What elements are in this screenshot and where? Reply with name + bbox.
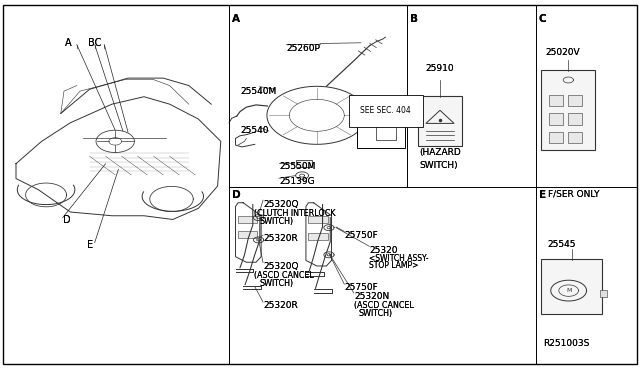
Text: 25545: 25545 [547,240,576,249]
Text: STOP LAMP>: STOP LAMP> [369,261,419,270]
FancyBboxPatch shape [541,259,602,314]
Bar [296,160,312,167]
Text: 25320: 25320 [369,246,398,254]
Text: 25260P: 25260P [286,44,320,52]
Text: SEE SEC. 404: SEE SEC. 404 [360,106,411,115]
Text: 25020V: 25020V [545,48,580,57]
Bar [549,95,563,106]
Text: 25550M: 25550M [279,162,316,171]
Bar [549,113,563,125]
Bar [568,132,582,143]
Text: 25320N: 25320N [354,292,389,301]
Text: SWITCH): SWITCH) [419,161,458,170]
Text: A: A [232,14,241,24]
Text: A: A [65,38,72,48]
Text: SWITCH): SWITCH) [419,161,458,170]
Text: C: C [539,14,547,24]
Text: 25020V: 25020V [545,48,580,57]
Text: 25320R: 25320R [263,234,298,243]
Bar [238,231,257,238]
Text: 25910: 25910 [425,64,454,73]
Text: E: E [87,240,93,250]
Bar [600,290,607,297]
Text: (CLUTCH INTERLOCK: (CLUTCH INTERLOCK [254,209,335,218]
Bar [568,95,582,106]
Text: A: A [65,38,72,48]
Text: 25320Q: 25320Q [263,262,298,271]
Text: 25750F: 25750F [344,283,378,292]
Text: (ASCD CANCEL: (ASCD CANCEL [354,301,414,310]
Text: BC: BC [88,38,102,48]
Text: D: D [63,215,70,225]
Text: 25139G: 25139G [279,177,315,186]
Text: E: E [539,190,546,200]
Text: (ASCD CANCEL: (ASCD CANCEL [354,301,414,310]
Text: D: D [63,215,70,225]
Text: 25540M: 25540M [241,87,277,96]
Text: 25139G: 25139G [279,177,315,186]
Text: (ASCD CANCEL: (ASCD CANCEL [254,271,314,280]
Bar [568,113,582,125]
Text: D: D [232,190,241,200]
Text: <SWITCH ASSY-: <SWITCH ASSY- [369,254,429,263]
Text: R251003S: R251003S [543,339,589,348]
Text: 25260P: 25260P [286,44,320,52]
Bar [549,132,563,143]
Text: (CLUTCH INTERLOCK: (CLUTCH INTERLOCK [254,209,335,218]
Text: 25320N: 25320N [354,292,389,301]
Text: 25910: 25910 [425,64,454,73]
Text: SWITCH): SWITCH) [358,309,392,318]
Text: 25320Q: 25320Q [263,262,298,271]
Text: 25540: 25540 [241,126,269,135]
Text: (HAZARD: (HAZARD [419,148,461,157]
Text: F/SER ONLY: F/SER ONLY [548,190,600,199]
Text: F/SER ONLY: F/SER ONLY [548,190,600,199]
Text: 25545: 25545 [547,240,576,249]
Text: STOP LAMP>: STOP LAMP> [369,261,419,270]
Text: 25550M: 25550M [279,162,316,171]
Text: B: B [410,14,419,24]
Bar [357,115,405,148]
Text: SWITCH): SWITCH) [260,217,294,226]
FancyBboxPatch shape [418,96,462,146]
Text: (HAZARD: (HAZARD [419,148,461,157]
Text: 25320Q: 25320Q [263,200,298,209]
Text: <SWITCH ASSY-: <SWITCH ASSY- [369,254,429,263]
Text: E: E [539,190,546,200]
Text: M: M [566,288,572,293]
Text: R251003S: R251003S [543,339,589,348]
Text: SWITCH): SWITCH) [358,309,392,318]
Text: C: C [539,14,547,24]
Text: SWITCH): SWITCH) [260,279,294,288]
Text: (ASCD CANCEL: (ASCD CANCEL [254,271,314,280]
Bar [308,216,328,223]
Text: SWITCH): SWITCH) [260,279,294,288]
FancyBboxPatch shape [541,70,595,150]
Text: 25320: 25320 [369,246,398,254]
Text: SWITCH): SWITCH) [260,217,294,226]
Text: A: A [232,14,241,24]
Text: BC: BC [88,38,102,48]
Text: 25540M: 25540M [241,87,277,96]
Text: 25320R: 25320R [263,301,298,310]
Text: D: D [232,190,241,200]
Text: 25320R: 25320R [263,301,298,310]
Text: 25320R: 25320R [263,234,298,243]
Text: 25750F: 25750F [344,283,378,292]
Text: SEE SEC. 404: SEE SEC. 404 [355,116,406,125]
Bar [308,232,328,240]
Text: 25540: 25540 [241,126,269,135]
Bar [238,216,257,223]
Text: E: E [87,240,93,250]
Text: 25750F: 25750F [344,231,378,240]
Text: 25750F: 25750F [344,231,378,240]
Text: 25320Q: 25320Q [263,200,298,209]
Text: B: B [410,14,419,24]
